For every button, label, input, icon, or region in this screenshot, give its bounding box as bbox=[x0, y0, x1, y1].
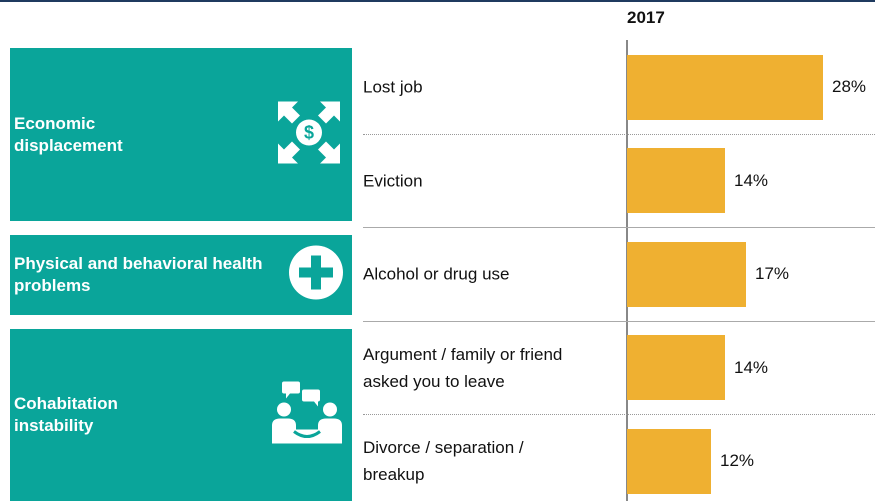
separator bbox=[363, 414, 875, 416]
value-label: 14% bbox=[734, 170, 769, 190]
value-label: 12% bbox=[720, 451, 755, 470]
column-header: 2017 bbox=[627, 8, 665, 27]
category-label: Alcohol or drug use bbox=[363, 264, 510, 284]
group-label: Cohabitation instability bbox=[14, 394, 118, 436]
separator bbox=[363, 133, 875, 135]
category-label: Divorce / separation / breakup bbox=[363, 438, 524, 484]
value-label: 17% bbox=[755, 264, 790, 283]
bar bbox=[627, 54, 823, 120]
separator bbox=[363, 227, 875, 229]
category-label: Lost job bbox=[363, 77, 423, 97]
bar bbox=[627, 428, 711, 494]
bar bbox=[627, 241, 746, 307]
bar bbox=[627, 335, 725, 400]
group-label: Physical and behavioral health problems bbox=[14, 254, 263, 295]
separator bbox=[363, 320, 875, 322]
bar bbox=[627, 148, 725, 213]
category-label: Argument / family or friend asked you to… bbox=[363, 344, 563, 391]
top-rule bbox=[0, 0, 875, 2]
group-box: Economic displacement $ bbox=[10, 48, 352, 222]
svg-text:$: $ bbox=[304, 122, 314, 142]
group-icon bbox=[272, 380, 342, 451]
value-label: 14% bbox=[734, 357, 769, 377]
group-box: Physical and behavioral health problems bbox=[10, 235, 352, 315]
category-label: Eviction bbox=[363, 171, 423, 190]
value-label: 28% bbox=[832, 77, 867, 96]
group-icon: $ bbox=[276, 99, 342, 170]
group-icon bbox=[288, 245, 344, 306]
group-label: Economic displacement bbox=[14, 113, 123, 155]
group-box: Cohabitation instability bbox=[10, 328, 352, 501]
